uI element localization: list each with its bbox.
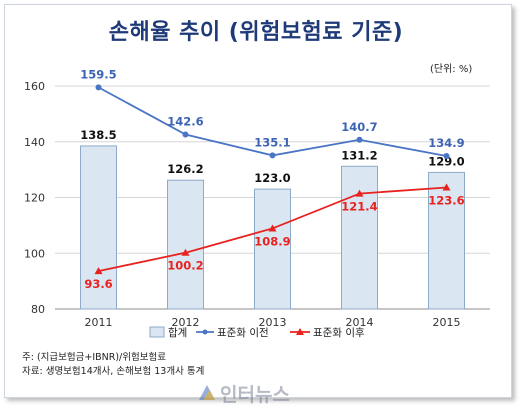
legend-label: 표준화 이전 [217,327,269,339]
footnote-formula: 주: (지급보험금+IBNR)/위험보험료 [22,352,166,363]
x-tick-label: 2015 [433,316,461,329]
legend-label: 표준화 이후 [313,327,365,339]
bar [254,188,291,310]
bar [341,165,378,310]
point-value-label: 121.4 [341,200,377,214]
bar-value-label: 131.2 [341,148,377,162]
y-tick-label: 140 [24,136,45,149]
footnote-source: 자료: 생명보험14개사, 손해보험 13개사 통계 [22,366,205,377]
data-point [269,152,276,159]
bar-value-label: 129.0 [428,154,464,168]
x-tick-label: 2012 [172,316,200,329]
y-tick-label: 120 [24,192,45,205]
unit-note: (단위: %) [430,64,473,75]
watermark-logo-icon [199,385,215,400]
data-point [268,224,277,232]
data-point [181,248,190,256]
legend-swatch-bar [149,326,165,338]
data-point [182,131,189,138]
x-tick-label: 2011 [85,316,113,329]
legend-marker [296,328,304,335]
point-value-label: 159.5 [80,67,116,81]
point-value-label: 140.7 [341,120,377,134]
point-value-label: 100.2 [167,259,203,273]
y-tick-label: 160 [24,80,45,93]
bar-value-label: 126.2 [167,162,203,176]
bar-value-label: 138.5 [80,128,116,142]
bar-value-label: 123.0 [254,171,290,185]
x-tick-label: 2013 [259,316,287,329]
y-tick-label: 100 [24,247,45,260]
data-point [94,267,103,275]
bar [80,145,117,310]
legend-marker [202,329,208,335]
point-value-label: 108.9 [254,234,290,248]
bar [428,171,465,310]
point-value-label: 142.6 [167,115,203,129]
bar [167,179,204,310]
data-point [95,84,102,91]
legend-label: 합계 [168,327,187,339]
x-tick-label: 2014 [346,316,374,329]
chart-title: 손해율 추이 (위험보험료 기준) [108,20,404,45]
data-point [355,189,364,197]
data-point [356,136,363,143]
watermark-text: 인터뉴스 [220,384,290,406]
y-tick-label: 80 [31,303,45,316]
data-point [443,152,450,159]
point-value-label: 93.6 [84,277,112,291]
data-point [442,183,451,191]
point-value-label: 134.9 [428,136,464,150]
point-value-label: 135.1 [254,135,290,149]
point-value-label: 123.6 [428,193,464,207]
